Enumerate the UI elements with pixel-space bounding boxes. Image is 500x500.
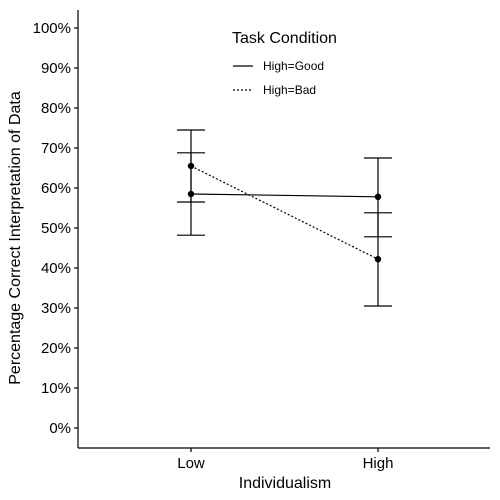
data-point	[187, 162, 195, 170]
y-tick-label: 60%	[41, 180, 71, 197]
y-tick-label: 30%	[41, 300, 71, 317]
x-tick-label: Low	[177, 455, 205, 472]
x-axis-title: Individualism	[239, 475, 331, 492]
y-tick-label: 90%	[41, 60, 71, 77]
y-axis-title: Percentage Correct Interpretation of Dat…	[7, 91, 24, 385]
series-line	[190, 165, 379, 260]
y-axis: 0% 10% 20% 30% 40% 50% 60% 70% 80% 90% 100%	[33, 10, 79, 448]
legend-title: Task Condition	[232, 30, 337, 47]
y-tick-label: 10%	[41, 380, 71, 397]
legend-label-high-good: High=Good	[263, 59, 324, 73]
series-high-good	[177, 152, 392, 238]
legend-label-high-bad: High=Bad	[263, 83, 316, 97]
y-tick-label: 100%	[33, 20, 71, 37]
data-point	[374, 256, 382, 263]
y-tick-label: 40%	[41, 260, 71, 277]
series-high-bad	[177, 129, 392, 307]
y-tick-label: 50%	[41, 220, 71, 237]
y-tick-label: 0%	[49, 420, 71, 437]
x-tick-label: High	[363, 455, 394, 472]
data-point	[374, 193, 382, 200]
y-tick-label: 70%	[41, 140, 71, 157]
x-axis: Low High	[78, 447, 490, 472]
series-layer	[177, 129, 392, 307]
y-tick-label: 80%	[41, 100, 71, 117]
legend: Task Condition High=Good High=Bad	[232, 30, 337, 97]
series-line	[190, 193, 379, 198]
y-tick-label: 20%	[41, 340, 71, 357]
